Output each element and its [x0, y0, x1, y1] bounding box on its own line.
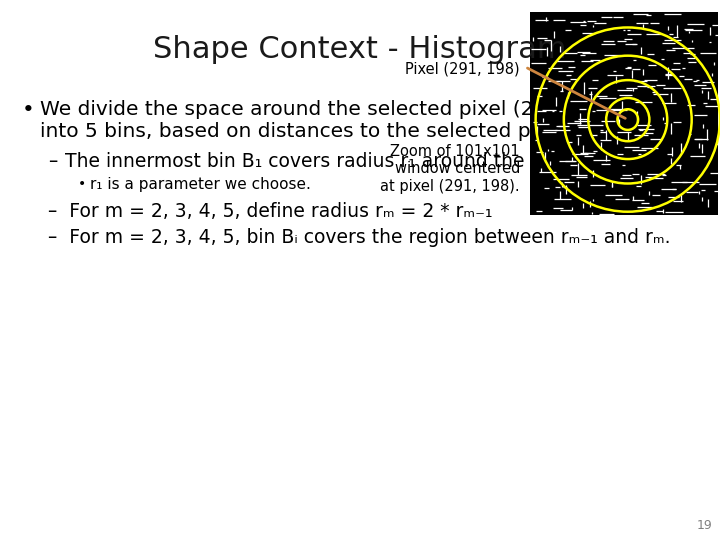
Bar: [530, 12, 718, 215]
Text: into 5 bins, based on distances to the selected pixel.: into 5 bins, based on distances to the s…: [40, 122, 572, 141]
Text: Zoom of 101x101
window centered
at pixel (291, 198).: Zoom of 101x101 window centered at pixel…: [380, 144, 520, 194]
Text: We divide the space around the selected pixel (291, 198): We divide the space around the selected …: [40, 100, 618, 119]
Text: 19: 19: [696, 519, 712, 532]
Text: –  For m = 2, 3, 4, 5, bin Bᵢ covers the region between rₘ₋₁ and rₘ.: – For m = 2, 3, 4, 5, bin Bᵢ covers the …: [48, 228, 670, 247]
Text: •: •: [22, 100, 35, 120]
Text: Pixel (291, 198): Pixel (291, 198): [405, 62, 520, 77]
Text: –: –: [48, 152, 58, 171]
Text: –  For m = 2, 3, 4, 5, define radius rₘ = 2 * rₘ₋₁: – For m = 2, 3, 4, 5, define radius rₘ =…: [48, 202, 492, 221]
Text: Shape Context - Histogram: Shape Context - Histogram: [153, 35, 567, 64]
Text: The innermost bin B₁ covers radius r₁ around the selected pixel.: The innermost bin B₁ covers radius r₁ ar…: [65, 152, 665, 171]
Text: •: •: [78, 177, 86, 191]
Text: r₁ is a parameter we choose.: r₁ is a parameter we choose.: [90, 177, 311, 192]
